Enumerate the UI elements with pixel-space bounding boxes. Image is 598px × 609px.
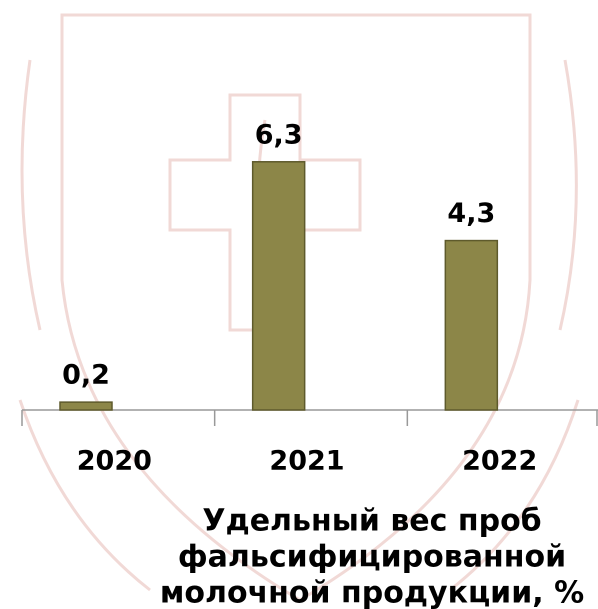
bar (444, 239, 499, 411)
x-tick-label: 2020 (77, 446, 152, 477)
bar (59, 401, 113, 411)
value-label: 4,3 (447, 198, 495, 229)
chart-title: фальсифицированной (178, 540, 566, 575)
value-label: 0,2 (62, 360, 110, 391)
value-label: 6,3 (255, 119, 303, 150)
chart-title: молочной продукции, % (160, 576, 584, 609)
x-tick-label: 2022 (462, 446, 537, 477)
bar (251, 161, 306, 411)
chart-title: Удельный вес проб (202, 504, 541, 539)
x-tick-label: 2021 (269, 446, 344, 477)
